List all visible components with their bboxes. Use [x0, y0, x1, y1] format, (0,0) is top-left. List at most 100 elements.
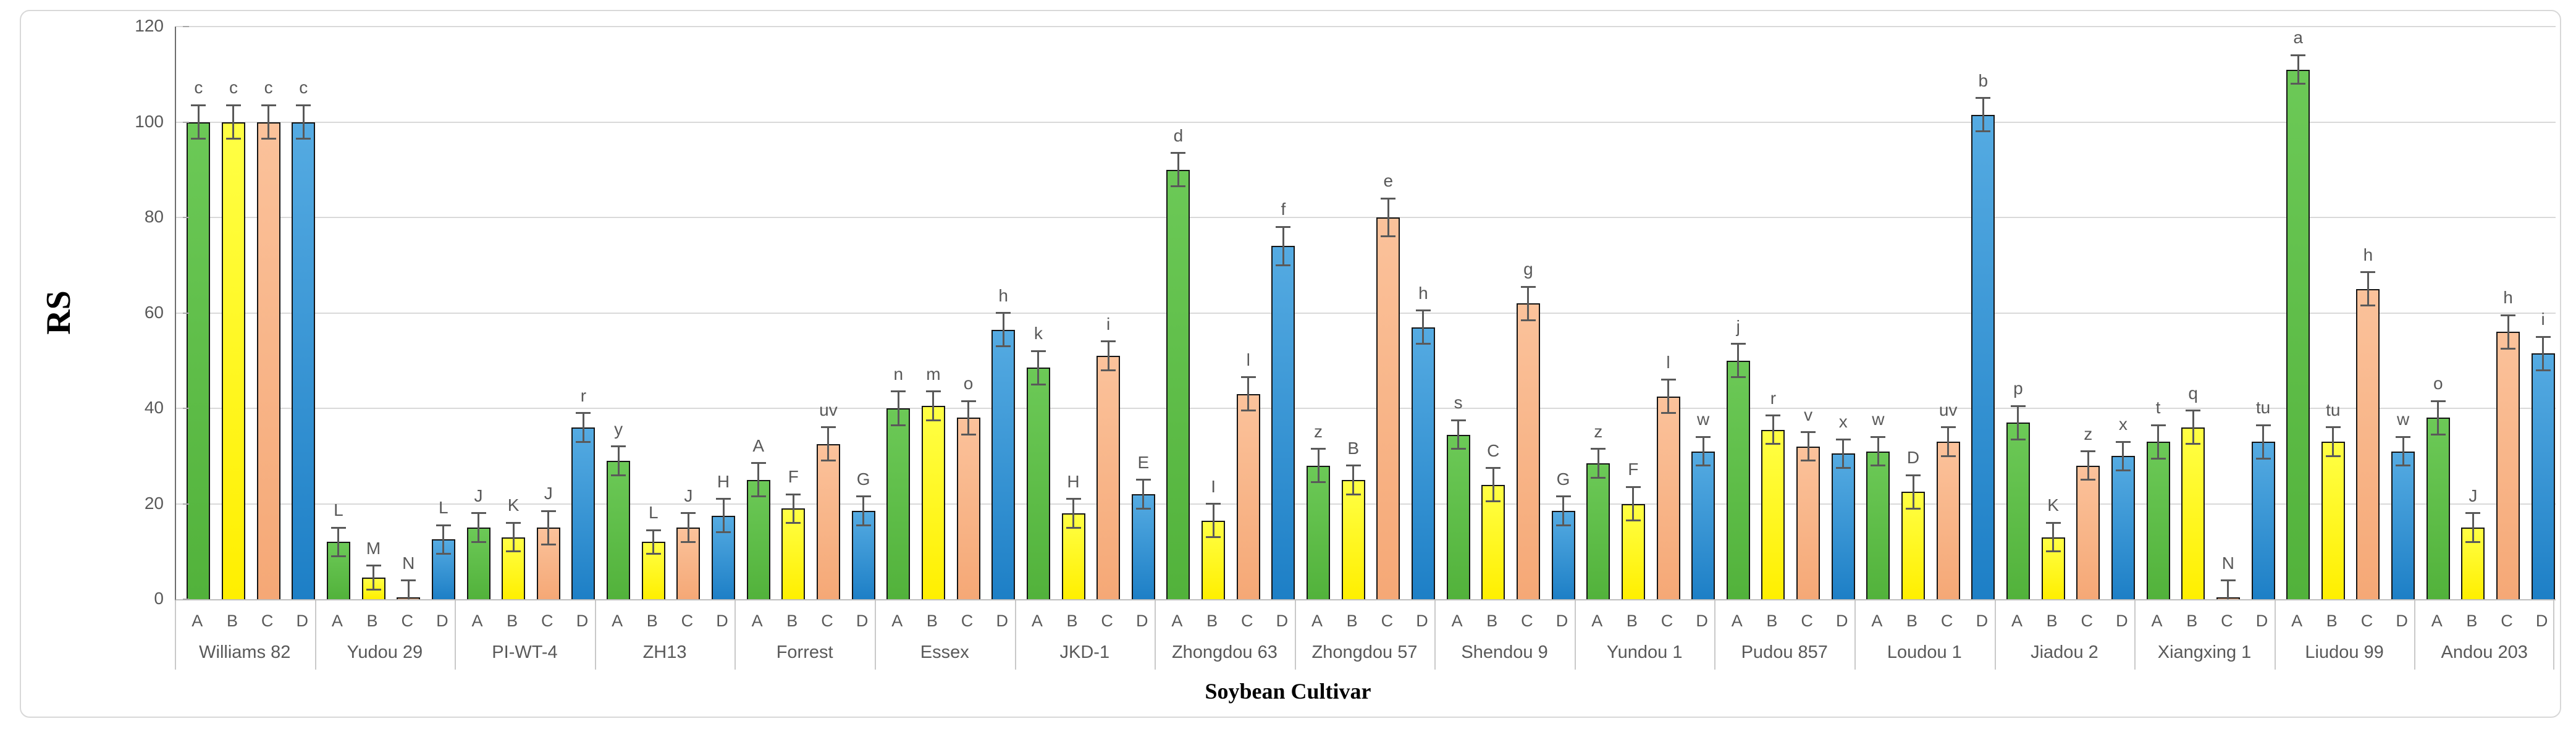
error-bar-cap-top: [1661, 379, 1676, 381]
bar-williams-82-C: [256, 122, 280, 599]
significance-letter: l: [1246, 350, 1250, 369]
error-bar-cap-bottom: [261, 138, 276, 140]
significance-letter: e: [1383, 171, 1394, 191]
bar-liudou-99-D: [2391, 451, 2415, 599]
error-bar-cap-bottom: [1766, 443, 1781, 445]
bar-williams-82-D: [292, 122, 316, 599]
error-bar-cap-top: [1135, 479, 1151, 481]
error-bar-cap-top: [401, 579, 416, 582]
treatment-label-B: B: [366, 612, 378, 630]
significance-letter: c: [229, 78, 238, 98]
error-bar: [2227, 580, 2229, 599]
significance-letter: K: [2047, 495, 2059, 515]
significance-letter: h: [998, 285, 1008, 305]
error-bar-cap-top: [1906, 474, 1921, 476]
significance-letter: z: [2084, 424, 2093, 444]
group-divider: [874, 600, 876, 670]
treatment-label-C: C: [401, 612, 413, 630]
error-bar: [827, 427, 830, 461]
error-bar: [1177, 153, 1179, 187]
significance-letter: h: [1418, 283, 1428, 303]
significance-letter: D: [1906, 448, 1920, 468]
error-bar-cap-top: [506, 521, 521, 524]
error-bar-cap-bottom: [366, 589, 381, 591]
treatment-label-D: D: [1976, 612, 1989, 630]
bar-pi-wt-4-D: [571, 427, 596, 599]
error-bar-cap-top: [1766, 414, 1781, 417]
bar-andou-203-B: [2461, 528, 2485, 599]
treatment-label-C: C: [261, 612, 274, 630]
group-label-zhongdou-63: Zhongdou 63: [1171, 642, 1277, 662]
error-bar: [1667, 379, 1669, 413]
error-bar-cap-bottom: [541, 543, 556, 545]
significance-letter: z: [1314, 421, 1323, 441]
y-tick-label-60: 60: [144, 302, 164, 322]
bar-yundou-1-C: [1656, 396, 1680, 599]
error-bar-cap-top: [820, 426, 836, 429]
group-divider: [175, 600, 176, 670]
error-bar-cap-bottom: [1940, 455, 1956, 457]
error-bar: [1247, 377, 1250, 411]
bar-zhongdou-57-B: [1341, 479, 1365, 599]
error-bar-cap-top: [1415, 309, 1431, 312]
treatment-label-B: B: [2186, 612, 2198, 630]
treatment-label-C: C: [1940, 612, 1953, 630]
error-bar-cap-top: [436, 524, 451, 526]
bar-zhongdou-63-A: [1166, 169, 1190, 599]
error-bar: [2262, 425, 2264, 459]
significance-letter: N: [402, 553, 415, 573]
error-bar-cap-bottom: [1206, 536, 1221, 539]
y-tick-label-80: 80: [144, 207, 164, 226]
treatment-label-A: A: [331, 612, 343, 630]
error-bar-cap-top: [2255, 424, 2271, 426]
error-bar-cap-top: [2010, 405, 2026, 407]
significance-letter: c: [264, 78, 273, 98]
y-tick-mark: [183, 121, 189, 123]
bar-loudou-1-C: [1936, 442, 1960, 599]
error-bar-cap-top: [1276, 225, 1291, 228]
group-divider: [2274, 600, 2276, 670]
significance-letter: c: [299, 78, 308, 98]
error-bar-cap-top: [611, 445, 626, 448]
significance-letter: t: [2155, 398, 2161, 418]
treatment-label-D: D: [716, 612, 728, 630]
significance-letter: L: [439, 498, 448, 518]
error-bar: [1422, 310, 1425, 344]
bar-forrest-C: [816, 444, 840, 599]
error-bar-cap-bottom: [996, 345, 1011, 348]
treatment-label-A: A: [751, 612, 763, 630]
group-divider: [1574, 600, 1576, 670]
bar-essex-D: [991, 329, 1016, 599]
bar-forrest-A: [746, 479, 770, 599]
group-divider: [1714, 600, 1716, 670]
error-bar-cap-bottom: [2325, 455, 2341, 457]
error-bar-cap-top: [1696, 435, 1711, 438]
error-bar-cap-bottom: [2081, 479, 2096, 481]
bar-zhongdou-63-C: [1236, 393, 1260, 599]
treatment-label-B: B: [646, 612, 658, 630]
group-label-williams-82: Williams 82: [199, 642, 291, 662]
treatment-label-C: C: [1521, 612, 1533, 630]
treatment-label-D: D: [576, 612, 589, 630]
group-label-zhongdou-57: Zhongdou 57: [1311, 642, 1418, 662]
bar-zhongdou-63-B: [1202, 520, 1226, 599]
bar-xiangxing-1-D: [2251, 442, 2275, 599]
error-bar: [2542, 337, 2544, 371]
significance-letter: L: [648, 503, 659, 522]
error-bar: [2017, 406, 2019, 440]
error-bar: [512, 523, 515, 552]
y-tick-mark: [183, 408, 189, 409]
error-bar-cap-bottom: [1591, 476, 1606, 479]
error-bar-cap-top: [2360, 271, 2376, 274]
treatment-label-C: C: [681, 612, 694, 630]
significance-letter: s: [1454, 393, 1463, 413]
treatment-label-B: B: [226, 612, 238, 630]
group-divider: [1434, 600, 1436, 670]
bar-jiadou-2-A: [2006, 423, 2030, 599]
significance-letter: x: [2118, 414, 2128, 434]
error-bar: [1632, 487, 1635, 521]
error-bar-cap-bottom: [1906, 507, 1921, 510]
error-bar-cap-bottom: [820, 460, 836, 462]
error-bar: [1597, 448, 1599, 478]
